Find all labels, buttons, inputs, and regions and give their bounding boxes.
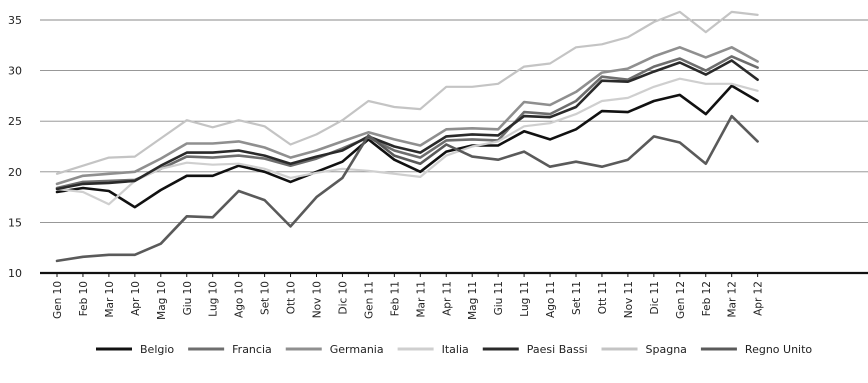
x-tick-label: Ago 10 bbox=[234, 281, 246, 318]
x-tick-label: Apr 10 bbox=[130, 281, 142, 316]
x-tick-label: Dic 10 bbox=[337, 281, 349, 314]
x-tick-label: Lug 11 bbox=[519, 281, 531, 317]
y-tick-label: 15 bbox=[8, 216, 22, 229]
x-tick-label: Set 11 bbox=[571, 281, 583, 315]
x-tick-label: Giu 11 bbox=[493, 281, 505, 315]
legend-label: Regno Unito bbox=[745, 343, 812, 356]
legend-item-francia: Francia bbox=[188, 343, 272, 356]
x-tick-label: Feb 12 bbox=[701, 281, 713, 316]
legend-item-spagna: Spagna bbox=[601, 343, 687, 356]
series-line-spagna bbox=[55, 10, 759, 175]
x-tick-label: Ott 11 bbox=[597, 281, 609, 314]
x-tick-label: Ott 10 bbox=[286, 281, 298, 314]
legend-label: Germania bbox=[330, 343, 384, 356]
x-tick-label: Mar 11 bbox=[415, 281, 427, 318]
x-tick-label: Gen 11 bbox=[363, 281, 375, 319]
x-tick-labels: Gen 10 Feb 10 Mar 10 Apr 10 Mag 10 Giu 10 Lug … bbox=[52, 281, 765, 320]
x-tick-label: Mag 10 bbox=[156, 281, 168, 320]
legend-label: Paesi Bassi bbox=[527, 343, 588, 356]
series-lines bbox=[55, 10, 759, 263]
y-tick-label: 35 bbox=[8, 14, 22, 27]
legend-item-italia: Italia bbox=[397, 343, 469, 356]
legend-label: Belgio bbox=[140, 343, 174, 356]
y-tick-label: 30 bbox=[8, 65, 22, 78]
y-tick-labels: 10 15 20 25 30 35 bbox=[8, 14, 22, 280]
y-tick-label: 20 bbox=[8, 166, 22, 179]
series-line-belgio bbox=[55, 84, 759, 209]
series-line-italia bbox=[55, 77, 759, 206]
series-line-germania bbox=[55, 45, 759, 186]
gridlines bbox=[40, 19, 868, 223]
x-tick-label: Feb 11 bbox=[389, 281, 401, 316]
x-tick-label: Nov 11 bbox=[623, 281, 635, 318]
x-tick-label: Dic 11 bbox=[649, 281, 661, 314]
x-tick-label: Mag 11 bbox=[467, 281, 479, 320]
x-tick-label: Mar 10 bbox=[104, 281, 116, 318]
x-tick-label: Apr 11 bbox=[441, 281, 453, 316]
y-tick-label: 25 bbox=[8, 115, 22, 128]
x-tick-label: Apr 12 bbox=[753, 281, 765, 316]
x-tick-label: Ago 11 bbox=[545, 281, 557, 318]
legend-label: Spagna bbox=[646, 343, 687, 356]
x-tick-label: Mar 12 bbox=[727, 281, 739, 318]
legend: Belgio Francia Germania Italia Paesi Bassi Sp… bbox=[96, 343, 812, 356]
x-tick-label: Feb 10 bbox=[78, 281, 90, 316]
legend-item-paesi-bassi: Paesi Bassi bbox=[482, 343, 588, 356]
legend-item-germania: Germania bbox=[285, 343, 384, 356]
series-line-regno-unito bbox=[55, 114, 759, 263]
x-tick-label: Nov 10 bbox=[312, 281, 324, 318]
axes bbox=[40, 271, 868, 277]
legend-item-belgio: Belgio bbox=[96, 343, 174, 356]
series-line-paesi-bassi bbox=[55, 59, 759, 191]
x-tick-label: Lug 10 bbox=[208, 281, 220, 317]
series-line-francia bbox=[55, 55, 759, 190]
legend-label: Italia bbox=[442, 343, 469, 356]
x-tick-label: Giu 10 bbox=[182, 281, 194, 315]
x-tick-label: Set 10 bbox=[260, 281, 272, 315]
legend-item-regno-unito: Regno Unito bbox=[700, 343, 812, 356]
x-tick-label: Gen 10 bbox=[52, 281, 64, 319]
x-tick-label: Gen 12 bbox=[675, 281, 687, 319]
y-tick-label: 10 bbox=[8, 267, 22, 280]
legend-label: Francia bbox=[232, 343, 272, 356]
